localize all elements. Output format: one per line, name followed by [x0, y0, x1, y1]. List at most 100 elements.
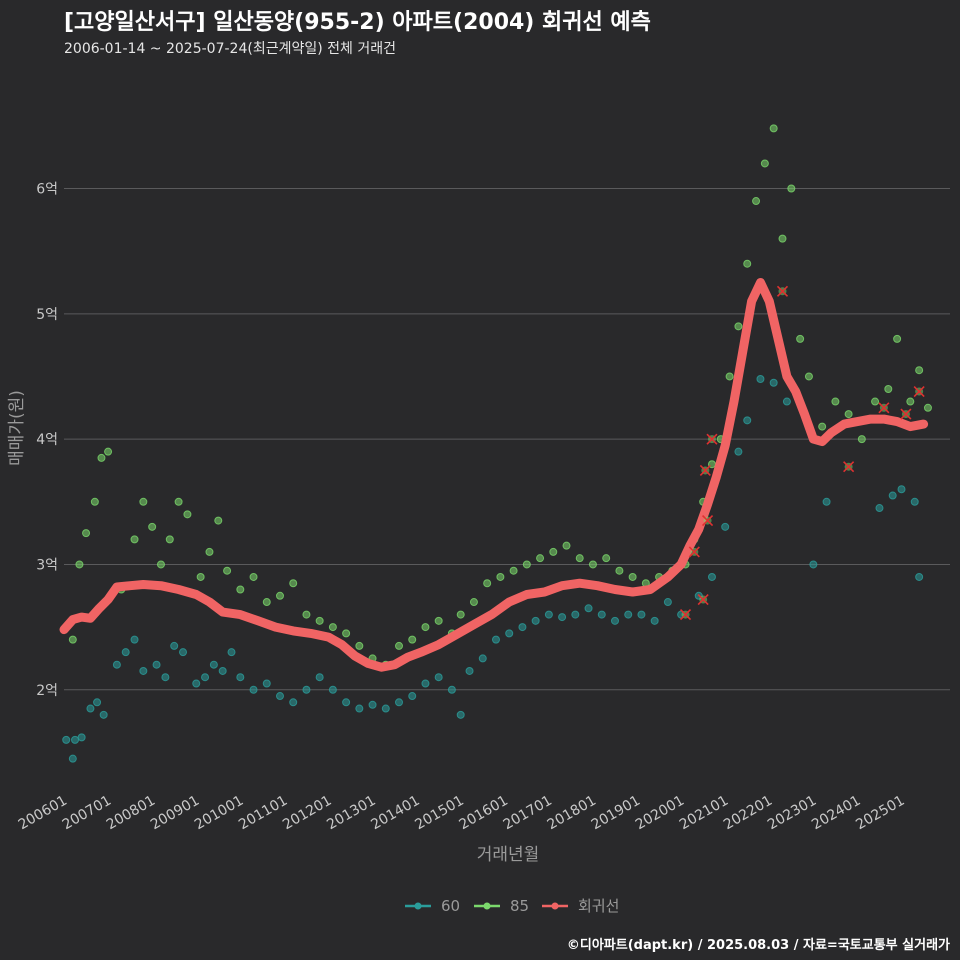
series-85-point — [906, 397, 915, 406]
series-60-point — [897, 485, 906, 494]
series-60-point — [915, 572, 924, 581]
series-85-point — [355, 641, 364, 650]
series-85-point — [328, 623, 337, 632]
series-85-point — [165, 535, 174, 544]
series-60-point — [86, 704, 95, 713]
series-85-point — [760, 159, 769, 168]
series-60-point — [68, 754, 77, 763]
series-85-point — [734, 322, 743, 331]
y-tick-labels: 2억 3억 4억 5억 6억 — [36, 182, 58, 699]
series-60-point — [201, 673, 210, 682]
series-85-point — [549, 547, 558, 556]
x-marker — [688, 546, 700, 558]
footer-caption: ©디아파트(dapt.kr) / 2025.08.03 / 자료=국토교통부 실… — [566, 938, 950, 953]
x-tick-label: 200901 — [148, 793, 202, 834]
x-marker — [697, 593, 709, 606]
series-60-point — [302, 685, 311, 694]
series-60-point — [584, 604, 593, 613]
x-tick-label: 201501 — [412, 793, 466, 834]
series-85-point — [562, 541, 571, 550]
x-marker — [706, 433, 718, 445]
series-85-point — [893, 334, 902, 343]
series-60-point — [209, 660, 218, 669]
legend-label: 60 — [441, 897, 460, 915]
series-85-point — [130, 535, 139, 544]
series-85-point — [796, 334, 805, 343]
series-85-point — [575, 554, 584, 563]
x-tick-label: 200701 — [60, 793, 114, 834]
series-85-point — [82, 529, 91, 538]
x-tick-label: 200601 — [16, 793, 70, 834]
x-marker — [679, 609, 692, 621]
x-marker — [776, 285, 789, 297]
y-tick-label: 5억 — [36, 307, 58, 323]
series-60-point — [782, 397, 791, 406]
series-60-point — [491, 635, 500, 644]
x-tick-labels: 2006012007012008012009012010012011012012… — [16, 793, 908, 834]
series-60-point — [822, 497, 831, 506]
x-tick-label: 201601 — [457, 793, 511, 834]
series-60-point — [734, 447, 743, 456]
series-60-point — [597, 610, 606, 619]
x-tick-label: 201001 — [192, 793, 246, 834]
x-tick-label: 202301 — [765, 793, 819, 834]
series-60-point — [875, 504, 884, 513]
series-60-point — [650, 616, 659, 625]
series-60-point — [571, 610, 580, 619]
legend-item: 60 — [405, 897, 460, 915]
legend-item: 85 — [474, 897, 529, 915]
y-tick-label: 2억 — [36, 683, 58, 699]
x-marker — [913, 385, 925, 398]
series-60-point — [721, 522, 730, 531]
x-tick-label: 202101 — [677, 793, 731, 834]
series-60-point — [77, 733, 86, 742]
series-85-point — [752, 197, 761, 206]
series-60-point — [505, 629, 514, 638]
x-tick-label: 201301 — [324, 793, 378, 834]
series-85-point — [871, 397, 880, 406]
chart-subtitle: 2006-01-14 ~ 2025-07-24(최근계약일) 전체 거래건 — [64, 41, 396, 57]
series-85-point — [725, 372, 734, 381]
grid-lines — [64, 188, 950, 691]
y-tick-label: 3억 — [36, 557, 58, 573]
series-85-point — [588, 560, 597, 569]
series-60-points — [62, 374, 924, 763]
series-60-point — [71, 735, 80, 744]
legend: 60 85 회귀선 — [405, 897, 619, 915]
series-85-point — [469, 598, 478, 607]
series-60-point — [342, 698, 351, 707]
series-60-point — [910, 497, 919, 506]
legend-dot — [414, 902, 422, 910]
series-60-point — [62, 735, 71, 744]
series-85-point — [743, 259, 752, 268]
series-85-point — [139, 497, 148, 506]
regression-line-group — [59, 278, 929, 672]
x-marker — [701, 515, 714, 527]
series-85-point — [205, 547, 214, 556]
series-60-point — [121, 648, 130, 657]
series-60-point — [707, 572, 716, 581]
series-60-point — [544, 610, 553, 619]
x-tick-label: 202401 — [809, 793, 863, 834]
series-60-point — [447, 685, 456, 694]
series-60-point — [610, 616, 619, 625]
legend-item: 회귀선 — [542, 897, 619, 915]
series-60-point — [624, 610, 633, 619]
y-tick-label: 4억 — [36, 432, 58, 448]
series-85-point — [214, 516, 223, 525]
series-85-point — [923, 403, 932, 412]
series-60-point — [139, 666, 148, 675]
series-85-point — [536, 554, 545, 563]
series-60-point — [99, 710, 108, 719]
series-60-point — [192, 679, 201, 688]
series-85-point — [434, 616, 443, 625]
series-85-point — [196, 572, 205, 581]
series-60-point — [478, 654, 487, 663]
series-60-point — [368, 700, 377, 709]
series-85-point — [496, 572, 505, 581]
series-85-point — [408, 635, 417, 644]
series-85-point — [831, 397, 840, 406]
series-60-point — [315, 673, 324, 682]
legend-label: 85 — [510, 897, 529, 915]
series-85-point — [342, 629, 351, 638]
